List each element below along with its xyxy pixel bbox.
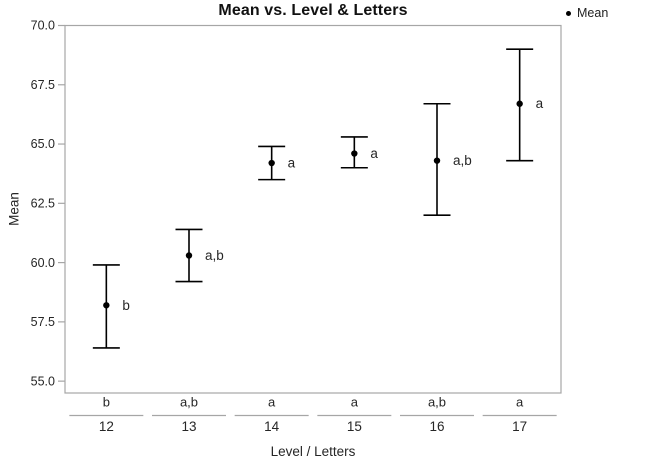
point-letter-label: a,b — [453, 153, 472, 168]
y-tick-label: 55.0 — [31, 374, 55, 388]
legend: Mean — [566, 6, 608, 20]
category-label: 17 — [512, 419, 527, 434]
y-tick-label: 65.0 — [31, 137, 55, 151]
group-letter-label: a — [516, 395, 524, 410]
point-letter-label: a — [370, 146, 378, 161]
mean-point — [268, 159, 275, 167]
legend-mean-marker-icon — [566, 10, 571, 16]
y-tick-label: 70.0 — [31, 19, 55, 33]
point-letter-label: a,b — [205, 248, 224, 263]
y-tick-label: 57.5 — [31, 315, 55, 329]
group-letter-label: a — [268, 395, 276, 410]
mean-point — [433, 157, 441, 164]
group-letter-label: a — [351, 395, 359, 410]
category-label: 12 — [99, 419, 114, 434]
mean-point — [516, 100, 523, 107]
category-label: 14 — [264, 419, 280, 434]
point-letter-label: a — [536, 96, 544, 111]
category-label: 15 — [347, 419, 362, 434]
plot-border — [64, 24, 562, 394]
chart-title: Mean vs. Level & Letters — [218, 2, 408, 19]
point-letter-label: b — [122, 298, 130, 313]
point-letter-label: a — [288, 156, 296, 171]
category-label: 16 — [429, 419, 444, 434]
mean-point — [103, 302, 110, 309]
y-tick-label: 60.0 — [31, 256, 55, 270]
mean-point — [351, 150, 358, 157]
mean-point — [185, 252, 193, 259]
group-letter-label: a,b — [428, 395, 446, 410]
category-label: 13 — [181, 419, 196, 434]
group-letter-label: b — [103, 395, 110, 410]
group-letter-label: a,b — [180, 395, 198, 410]
x-axis-title: Level / Letters — [270, 444, 356, 459]
y-tick-label: 67.5 — [31, 78, 55, 92]
legend-mean-label: Mean — [577, 6, 609, 20]
y-tick-label: 62.5 — [31, 197, 55, 211]
